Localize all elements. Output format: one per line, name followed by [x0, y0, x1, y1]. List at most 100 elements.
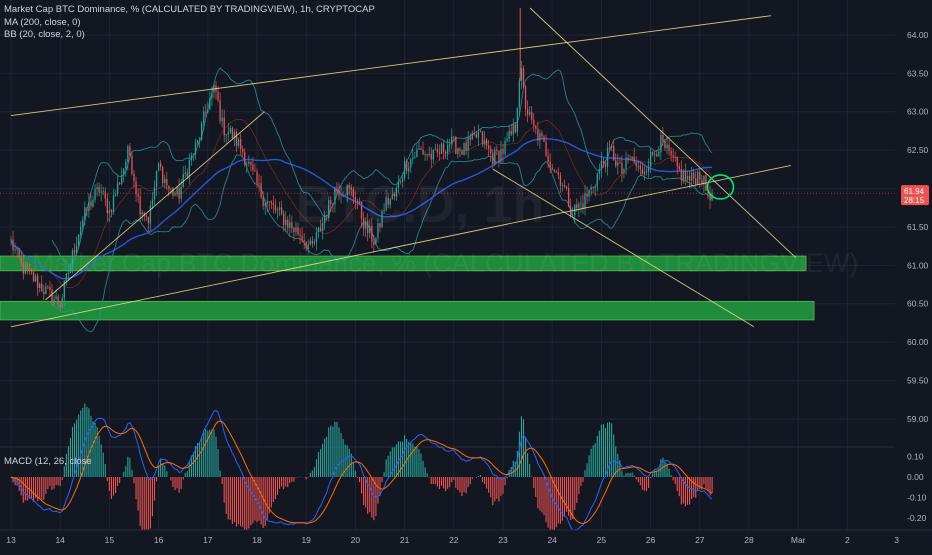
candle-body — [285, 219, 287, 226]
candle-body — [203, 111, 205, 124]
time-tick-label: 14 — [55, 535, 65, 545]
candle-body — [350, 187, 352, 190]
candle-body — [131, 155, 133, 174]
candle-body — [529, 112, 531, 115]
time-scale[interactable]: 13 14 15 16 17 18 19 20 21 22 23 24 25 26 27 28 Mar 2 3 — [0, 529, 932, 550]
drawn-trendlines[interactable] — [10, 7, 797, 328]
candle-body — [133, 173, 135, 182]
candle-body — [541, 133, 543, 137]
support-zone — [0, 300, 815, 321]
candle-body — [500, 149, 502, 162]
candle-body — [637, 165, 639, 167]
last-price-label-bg — [901, 185, 929, 206]
candle-body — [321, 223, 324, 231]
macd-tick-label: -0.20 — [907, 513, 927, 523]
candle-body — [69, 264, 72, 274]
candle-body — [221, 117, 223, 122]
candle-body — [412, 157, 414, 160]
candle-body — [73, 250, 76, 254]
candle-body — [576, 204, 578, 208]
ma-legend[interactable]: MA (200, close, 0) — [4, 16, 81, 28]
time-tick-label: 3 — [894, 535, 899, 545]
price-tick-label: 63.00 — [907, 107, 929, 117]
macd-legend[interactable]: MACD (12, 26, close — [4, 456, 92, 467]
candle-body — [125, 161, 127, 169]
candle-body — [494, 149, 496, 165]
candle-body — [578, 203, 580, 208]
symbol-title[interactable]: Market Cap BTC Dominance, % (CALCULATED … — [4, 4, 375, 15]
candle-body — [369, 225, 371, 234]
last-price-label: 61.94 — [904, 187, 925, 196]
candle-body — [201, 123, 203, 140]
price-tick-label: 59.50 — [907, 376, 929, 386]
candle-body — [444, 151, 447, 154]
candle-body — [479, 131, 482, 133]
candle-body — [186, 172, 188, 177]
candle-body — [518, 80, 521, 108]
candle-body — [86, 207, 88, 212]
price-tick-label: 61.00 — [907, 260, 929, 270]
candle-body — [149, 205, 152, 224]
candle-body — [170, 187, 172, 189]
candle-body — [652, 151, 654, 155]
candle-body — [658, 151, 660, 157]
support-zones — [0, 255, 815, 321]
candle-body — [481, 131, 484, 145]
candle-body — [442, 143, 445, 152]
candle-body — [483, 139, 486, 145]
time-tick-label: 27 — [695, 535, 705, 545]
candle-body — [354, 197, 357, 201]
candle-body — [660, 134, 662, 152]
candle-body — [449, 144, 451, 146]
candle-body — [428, 153, 430, 156]
indicator-legend: Market Cap BTC Dominance, % (CALCULATED … — [4, 4, 375, 42]
candle-body — [100, 191, 102, 193]
candle-body — [512, 124, 514, 135]
candle-body — [611, 146, 613, 148]
bb-legend[interactable]: BB (20, close, 2, 0) — [4, 29, 85, 40]
candle-body — [547, 155, 549, 162]
candle-body — [416, 149, 418, 158]
candle-body — [535, 125, 537, 129]
candle-body — [557, 172, 559, 176]
trendline — [529, 7, 797, 258]
candle-body — [457, 148, 459, 154]
candle-body — [397, 181, 400, 188]
candle-body — [295, 227, 297, 232]
candle-body — [629, 159, 631, 161]
candle-body — [600, 160, 603, 170]
candle-body — [539, 133, 541, 141]
candle-body — [469, 137, 471, 140]
candle-body — [30, 268, 33, 273]
candle-body — [237, 139, 240, 146]
candle-body — [324, 217, 326, 224]
candle-body — [317, 227, 320, 232]
candle-body — [22, 262, 24, 274]
price-axis-bg — [895, 0, 932, 550]
trendline — [492, 168, 755, 328]
candle-body — [252, 164, 254, 171]
time-tick-label: 17 — [203, 535, 213, 545]
candle-body — [162, 166, 164, 184]
candle-body — [537, 128, 539, 141]
candle-body — [586, 193, 588, 197]
macd-line — [10, 409, 713, 531]
time-tick-label: 21 — [400, 535, 410, 545]
highlight-circle-drawing[interactable] — [706, 174, 735, 200]
candle-body — [432, 150, 434, 160]
candle-body — [342, 194, 344, 196]
candle-body — [194, 143, 197, 155]
candle-body — [682, 170, 685, 181]
trendline — [10, 15, 772, 116]
candle-body — [190, 155, 193, 161]
candle-body — [477, 131, 480, 138]
candle-body — [293, 228, 295, 232]
macd-tick-label: 0.10 — [907, 452, 924, 462]
candle-body — [410, 159, 412, 168]
candle-body — [424, 154, 426, 156]
candle-body — [178, 187, 180, 199]
price-tick-label: 63.50 — [907, 68, 929, 78]
candle-body — [598, 169, 600, 174]
